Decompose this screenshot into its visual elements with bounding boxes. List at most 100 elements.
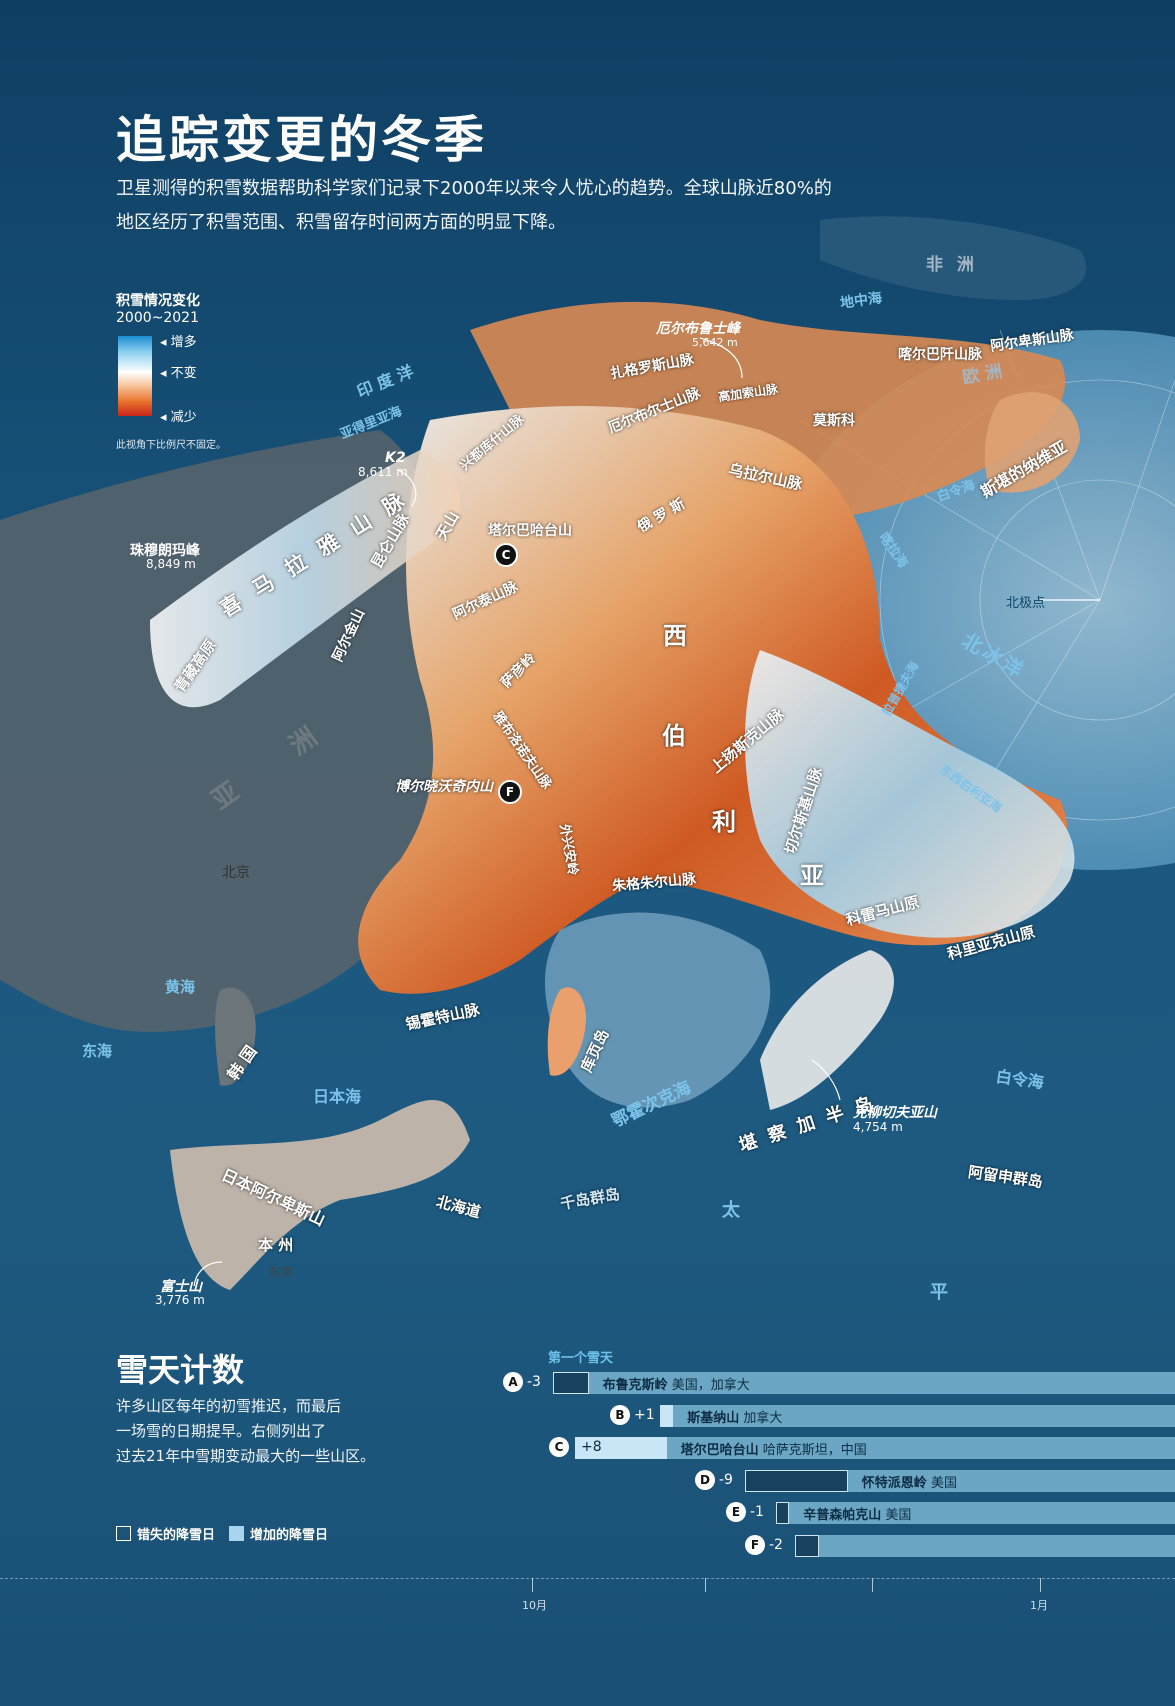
bar-row: E -1 辛普森帕克山 美国 (0, 1502, 1175, 1524)
okhotsk-sea-shape (545, 912, 771, 1108)
legend-years: 2000~2021 (116, 310, 199, 326)
sea-japan: 日本海 (313, 1087, 362, 1106)
pin-f: F (498, 780, 522, 804)
legend-note: 此视角下比例尺不固定。 (116, 440, 226, 451)
row-delta: -9 (719, 1471, 733, 1488)
bar-added-days (575, 1437, 667, 1459)
label-siberia-2: 伯 (662, 722, 686, 750)
label-k2-height: 8,611 m (358, 465, 408, 479)
bar-row-name: 布鲁克斯岭 美国，加拿大 (602, 1378, 750, 1393)
bar-row-name: 辛普森帕克山 美国 (803, 1508, 912, 1523)
east-siberia-shape (745, 650, 1075, 938)
label-klyuchevskaya: 克柳切夫亚山 (853, 1105, 937, 1121)
bar-missed-days (553, 1372, 589, 1394)
sea-pacific-2: 平 (930, 1282, 948, 1303)
africa-shape (820, 216, 1087, 300)
axis-tick (872, 1578, 873, 1592)
legend-less: ◂ 减少 (160, 410, 197, 425)
section-body: 许多山区每年的初雪推迟，而最后 一场雪的日期提早。右侧列出了 过去21年中雪期变… (116, 1397, 376, 1465)
bar-row: C +8 塔尔巴哈台山 哈萨克斯坦，中国 (0, 1437, 1175, 1459)
scandinavia-shape (984, 392, 1080, 493)
section-title: 雪天计数 (116, 1351, 245, 1389)
axis-tick (532, 1578, 533, 1592)
label-tarbagatai: 塔尔巴哈台山 (488, 523, 572, 539)
bar-row-name: 怀特派恩岭 美国 (861, 1475, 957, 1491)
row-key: A (503, 1372, 523, 1392)
bar-row: A -3 布鲁克斯岭 美国，加拿大 (0, 1372, 1175, 1394)
axis-label-oct: 10月 (522, 1599, 547, 1612)
row-key: B (610, 1404, 630, 1425)
label-elbrus-height: 5,642 m (692, 336, 738, 349)
series-label: 第一个雪天 (548, 1351, 614, 1366)
bar-missed-days (745, 1469, 848, 1492)
row-delta: +1 (634, 1406, 655, 1423)
label-everest: 珠穆朗玛峰 (130, 543, 200, 559)
axis-label-jan: 1月 (1030, 1599, 1048, 1612)
label-siberia-3: 利 (712, 808, 736, 836)
bar-main (819, 1534, 1175, 1557)
label-africa: 非 洲 (926, 255, 978, 275)
japan-shape (170, 1100, 470, 1290)
leader-lines (193, 337, 1100, 1287)
legend-more: ◂ 增多 (160, 335, 197, 350)
label-northpole: 北极点 (1006, 596, 1046, 611)
bar-row: D -9 怀特派恩岭 美国 (0, 1469, 1175, 1492)
legend-added: 增加的降雪日 (250, 1528, 329, 1543)
row-delta: -2 (769, 1536, 783, 1553)
row-key: D (695, 1469, 715, 1490)
label-k2: K2 (385, 450, 406, 466)
row-delta: +8 (581, 1439, 602, 1455)
bar-row-name: 斯基纳山 加拿大 (687, 1410, 783, 1426)
missed-swatch (116, 1526, 131, 1541)
bar-main (847, 1469, 1175, 1492)
bar-row-name: 塔尔巴哈台山 哈萨克斯坦，中国 (680, 1443, 867, 1458)
bar-main (789, 1502, 1175, 1524)
label-carpathian: 喀尔巴阡山脉 (898, 347, 982, 363)
sea-east: 东海 (82, 1042, 113, 1060)
legend-title: 积雪情况变化 (116, 293, 200, 309)
axis-tick (705, 1578, 706, 1592)
label-bogd: 博尔晓沃奇内山 (395, 779, 493, 795)
pin-c: C (494, 543, 518, 567)
axis-tick (1040, 1578, 1041, 1592)
intro-line-1: 卫星测得的积雪数据帮助科学家们记录下2000年以来令人忧心的趋势。全球山脉近80… (116, 178, 832, 199)
bar-main (588, 1372, 1175, 1394)
row-key: C (549, 1437, 569, 1457)
label-fuji: 富士山 (160, 1279, 202, 1295)
bar-legend: 错失的降雪日 增加的降雪日 (116, 1524, 328, 1543)
bar-row: B +1 斯基纳山 加拿大 (0, 1404, 1175, 1427)
legend-color-scale (118, 336, 152, 416)
himalaya-snow-shape (150, 450, 460, 708)
sakhalin-shape (547, 987, 586, 1076)
bar-main (673, 1404, 1175, 1427)
page-title: 追踪变更的冬季 (116, 111, 487, 169)
label-klyuchevskaya-height: 4,754 m (853, 1120, 903, 1134)
kamchatka-shape (760, 950, 894, 1110)
snow-change-map (0, 216, 1175, 1290)
label-elbrus: 厄尔布鲁士峰 (656, 321, 740, 337)
label-beijing: 北京 (222, 865, 250, 881)
intro-text: 卫星测得的积雪数据帮助科学家们记录下2000年以来令人忧心的趋势。全球山脉近80… (116, 172, 916, 240)
label-tokyo: 东京 (268, 1266, 295, 1281)
korea-shape (215, 987, 256, 1086)
added-swatch (229, 1526, 245, 1541)
label-fuji-height: 3,776 m (155, 1293, 205, 1307)
row-delta: -3 (527, 1374, 541, 1390)
row-delta: -1 (750, 1504, 764, 1520)
row-key: F (745, 1534, 765, 1555)
bar-missed-days (795, 1534, 820, 1557)
legend-missed: 错失的降雪日 (137, 1528, 216, 1543)
label-siberia-1: 西 (663, 622, 687, 650)
row-key: E (726, 1502, 746, 1522)
sea-pacific-1: 太 (722, 1200, 740, 1221)
intro-line-2: 地区经历了积雪范围、积雪留存时间两方面的明显下降。 (116, 212, 566, 233)
legend-same: ◂ 不变 (160, 366, 197, 381)
time-axis (0, 1578, 1175, 1579)
label-moscow: 莫斯科 (813, 413, 855, 429)
bar-added-days (660, 1404, 674, 1427)
label-siberia-4: 亚 (800, 862, 824, 890)
label-everest-height: 8,849 m (146, 557, 196, 571)
bar-main (666, 1437, 1175, 1459)
bar-row: F -2 (0, 1534, 1175, 1557)
